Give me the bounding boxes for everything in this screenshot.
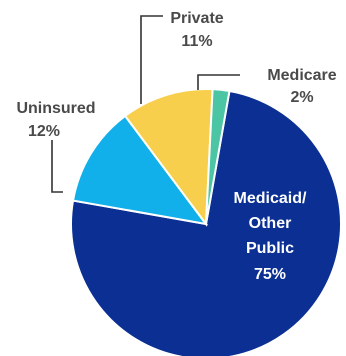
medicaid-value: 75% — [254, 266, 286, 283]
uninsured-label: Uninsured — [16, 100, 95, 117]
medicare-label: Medicare — [267, 67, 336, 84]
slice-medicaid — [70, 89, 342, 356]
private-value: 11% — [181, 33, 212, 50]
medicare-leader-line — [197, 74, 240, 90]
uninsured-value: 12% — [28, 123, 60, 140]
private-label: Private — [170, 10, 223, 27]
slice-private — [123, 88, 214, 227]
medicare-value: 2% — [290, 89, 313, 106]
medicaid-label-line-2: Other — [249, 215, 292, 232]
medicaid-label-line-3: Public — [246, 240, 294, 257]
medicaid-label-line-1: Medicaid/ — [234, 190, 307, 207]
pie-slices — [70, 88, 342, 356]
slice-medicare — [205, 88, 231, 225]
slice-uninsured — [71, 114, 209, 226]
private-leader-line — [140, 15, 163, 104]
uninsured-leader-line — [51, 140, 63, 193]
